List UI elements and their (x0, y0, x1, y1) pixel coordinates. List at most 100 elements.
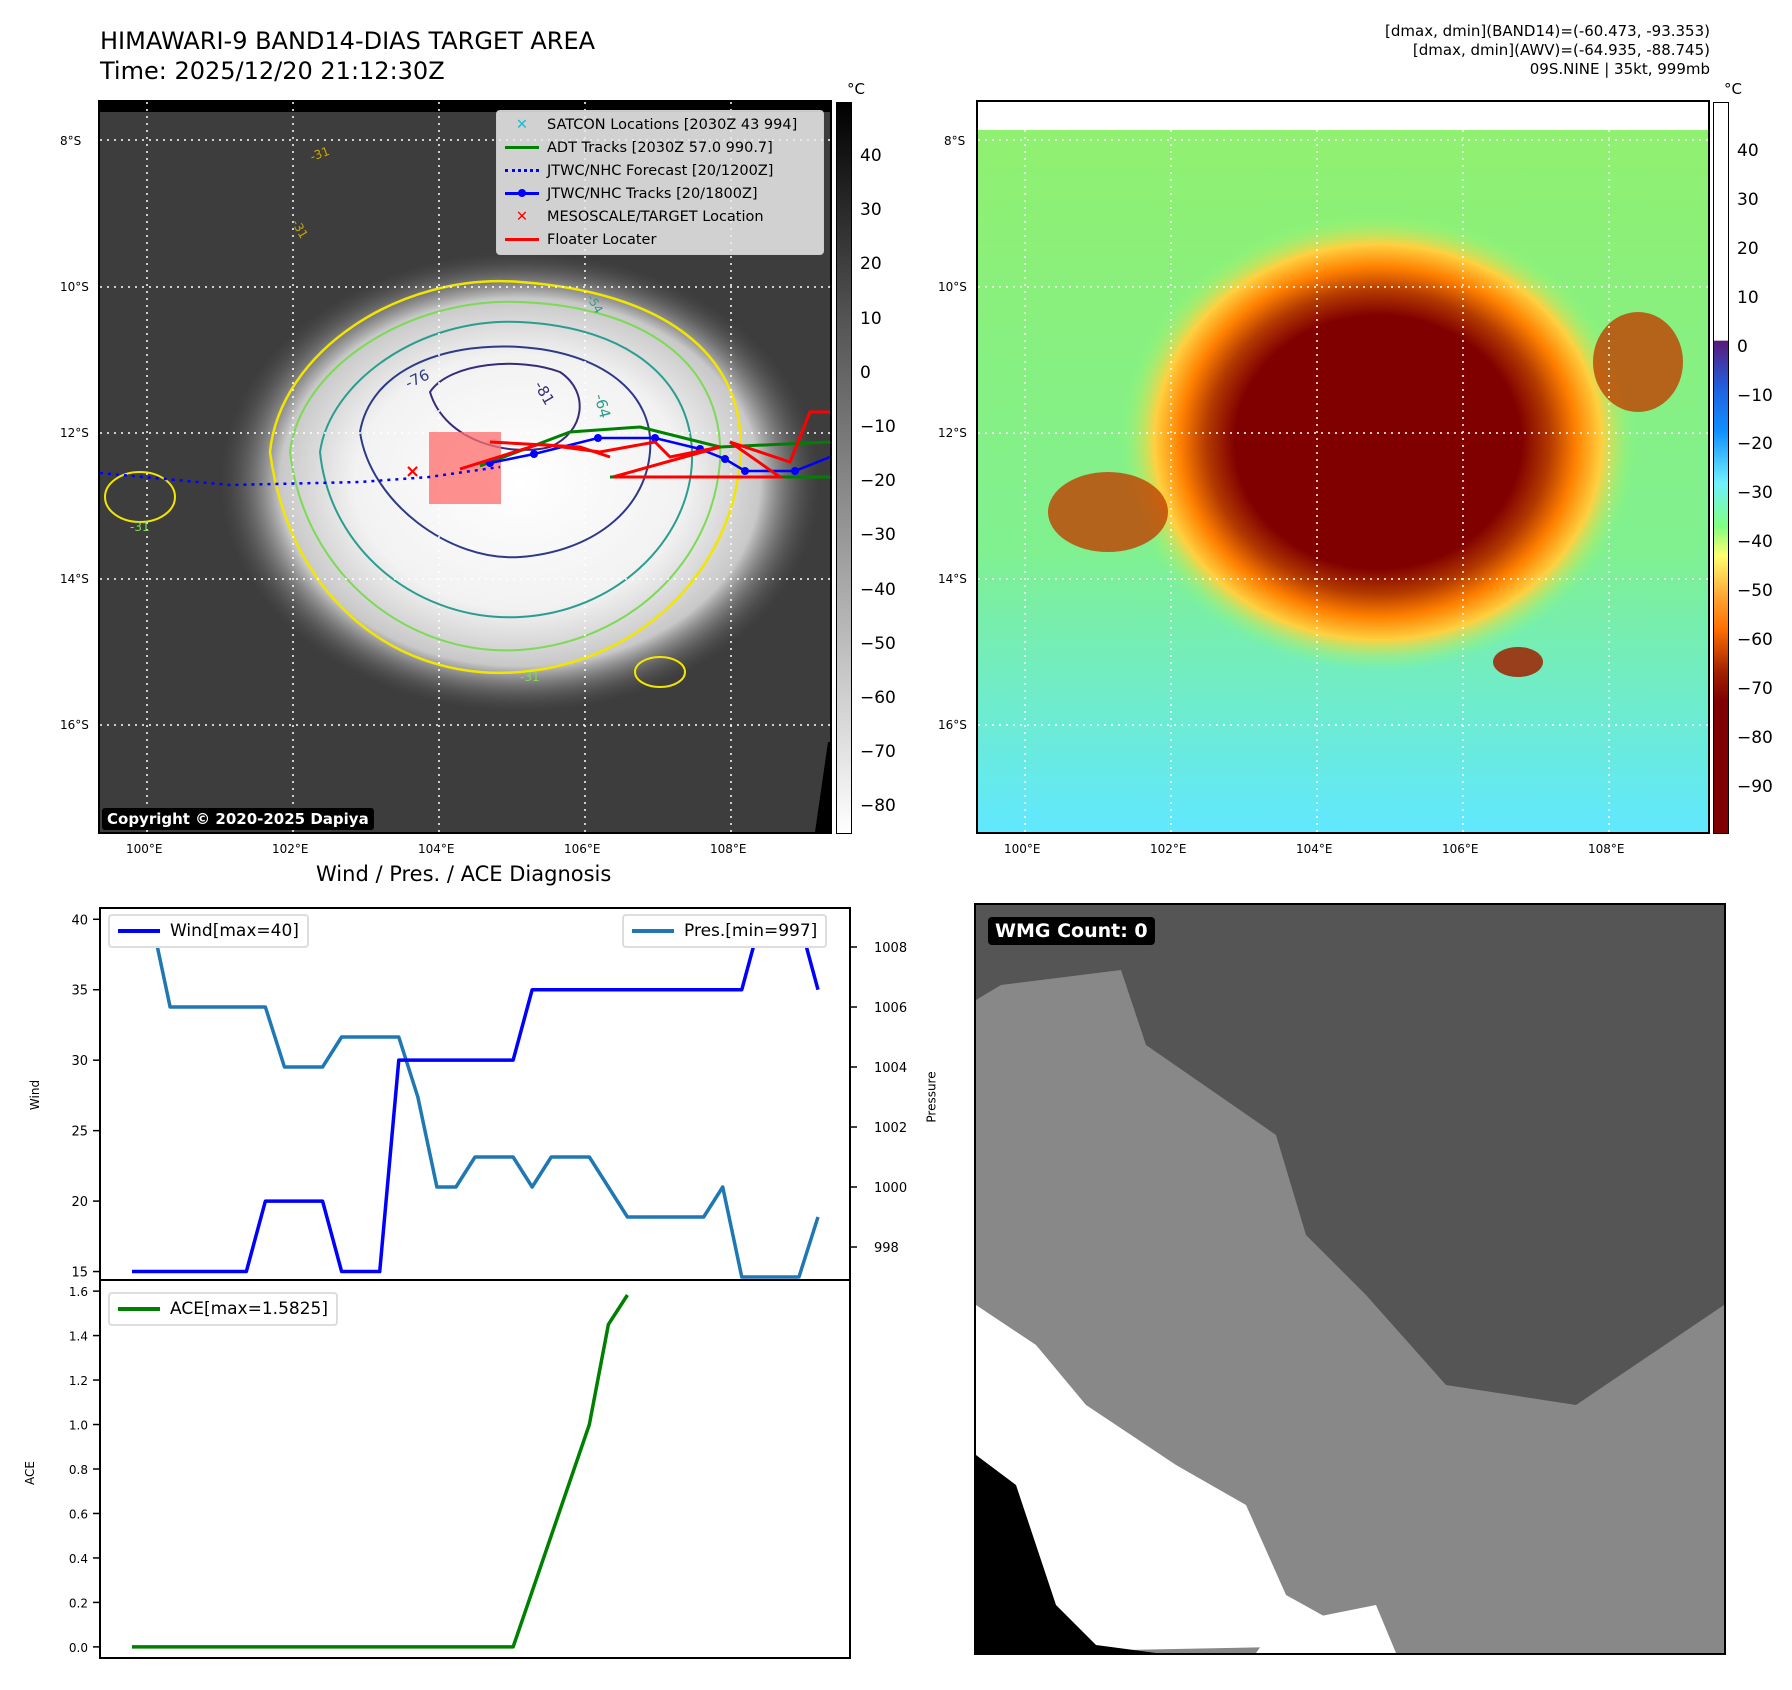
lat-tick: 12°S (60, 426, 89, 440)
contour-label: -31 (520, 670, 540, 684)
lat-tick: 14°S (938, 572, 967, 586)
legend-label: SATCON Locations [2030Z 43 994] (547, 116, 798, 133)
ace-tick-label: 1.2 (69, 1374, 88, 1388)
lat-tick: 10°S (938, 280, 967, 294)
lat-tick: 16°S (938, 718, 967, 732)
figure-time: Time: 2025/12/20 21:12:30Z (100, 57, 445, 85)
colorbar-tick: −80 (860, 796, 896, 817)
colorbar-tick: −50 (1737, 581, 1773, 602)
wind-tick-label: 40 (71, 913, 88, 928)
lon-tick: 102°E (272, 842, 309, 856)
jtwc-track-points (486, 434, 799, 475)
lat-tick: 10°S (60, 280, 89, 294)
colorbar-tick: −60 (860, 688, 896, 708)
wind-tick-label: 20 (71, 1195, 88, 1210)
no-data-corner (815, 742, 830, 832)
lon-tick: 100°E (126, 842, 163, 856)
contour-label: -31 (130, 520, 150, 534)
contour-teal (318, 320, 694, 619)
dotted-line-icon (497, 169, 547, 172)
awv-cloud-core (1118, 212, 1638, 672)
contour-west-cell (104, 471, 176, 523)
colorbar-tick: 0 (860, 362, 871, 383)
lon-tick: 108°E (1588, 842, 1625, 856)
info-storm: 09S.NINE | 35kt, 999mb (1529, 60, 1710, 78)
colorbar-tick: 40 (860, 146, 882, 166)
cloud-shield (220, 252, 820, 712)
wind-tick-label: 25 (71, 1125, 88, 1140)
ace-axes-frame (99, 1279, 851, 1659)
lat-tick: 14°S (60, 572, 89, 586)
mesoscale-target-marker: × (405, 461, 420, 482)
legend-jtwc-forecast: JTWC/NHC Forecast [20/1200Z] (497, 159, 823, 182)
ir-map-panel: × -31 -31 -31 -31 -54 -64 -76 -81 ✕ SATCO… (98, 100, 832, 834)
colorbar-tick: 40 (1737, 141, 1759, 161)
awv-west-band (1048, 472, 1168, 552)
pressure-tick-label: 1008 (874, 941, 907, 956)
colorbar-color-unit: °C (1724, 80, 1742, 98)
awv-map-svg (978, 102, 1708, 832)
colorbar-tick: −40 (1737, 532, 1773, 553)
colorbar-tick: −10 (860, 417, 896, 437)
colorbar-tick: −20 (1737, 434, 1773, 455)
red-line-icon (497, 238, 547, 241)
floater-locater-line-2 (489, 440, 611, 459)
lon-tick: 102°E (1150, 842, 1187, 856)
line-dot-icon (497, 189, 547, 197)
colorbar-tick: 10 (1737, 287, 1759, 308)
colorbar-tick: −20 (860, 471, 896, 492)
wind-tick-label: 15 (71, 1266, 88, 1281)
colorbar-tick: −70 (860, 742, 896, 763)
colorbar-tick: 0 (1737, 336, 1748, 357)
lon-tick: 106°E (1442, 842, 1479, 856)
awv-map-panel (976, 100, 1710, 834)
adt-line-icon (497, 146, 547, 149)
contour-green (288, 300, 722, 652)
contour-navy (358, 345, 652, 559)
colorbar-gray (836, 102, 852, 834)
pressure-tick-label: 1004 (874, 1061, 907, 1076)
contour-small-cell (634, 656, 686, 688)
ace-tick-label: 1.0 (69, 1419, 88, 1433)
colorbar-tick: −30 (1737, 483, 1773, 504)
lat-tick: 12°S (938, 426, 967, 440)
map-legend: ✕ SATCON Locations [2030Z 43 994] ADT Tra… (496, 110, 824, 255)
ace-tick-label: 0.8 (69, 1463, 88, 1477)
wind-axis-label: Wind (28, 1079, 43, 1111)
diagnosis-title: Wind / Pres. / ACE Diagnosis (316, 862, 612, 886)
diagnosis-chart: 15 20 25 30 35 40 998 1000 1002 1004 1006 1008 0.0 0.… (69, 907, 907, 1659)
lat-tick: 8°S (944, 134, 966, 148)
wmg-map-svg (976, 905, 1724, 1653)
wind-legend: Wind[max=40] (108, 914, 309, 948)
info-band14: [dmax, dmin](BAND14)=(-60.473, -93.353) (1385, 22, 1710, 40)
no-data-strip (100, 102, 830, 112)
legend-jtwc-tracks: JTWC/NHC Tracks [20/1800Z] (497, 182, 823, 205)
lon-tick: 104°E (1296, 842, 1333, 856)
wmg-class-black (976, 1455, 1156, 1653)
pressure-tick-label: 1006 (874, 1001, 907, 1016)
pressure-tick-label: 1002 (874, 1121, 907, 1136)
colorbar-gray-unit: °C (847, 80, 865, 98)
lon-tick: 100°E (1004, 842, 1041, 856)
legend-label: JTWC/NHC Forecast [20/1200Z] (547, 162, 774, 179)
legend-label: ADT Tracks [2030Z 57.0 990.7] (547, 139, 773, 156)
jtwc-forecast-line (100, 465, 501, 487)
ace-tick-label: 0.6 (69, 1507, 88, 1521)
figure-title: HIMAWARI-9 BAND14-DIAS TARGET AREA (100, 27, 596, 55)
satcon-x-icon: ✕ (515, 116, 529, 133)
legend-adt: ADT Tracks [2030Z 57.0 990.7] (497, 136, 823, 159)
lon-tick: 106°E (564, 842, 601, 856)
ace-legend-label: ACE[max=1.5825] (170, 1299, 328, 1319)
info-awv: [dmax, dmin](AWV)=(-64.935, -88.745) (1412, 41, 1710, 59)
pressure-tick-label: 998 (874, 1241, 899, 1256)
colorbar-tick: −50 (860, 633, 896, 654)
colorbar-tick: 10 (860, 308, 882, 329)
wind-tick-label: 30 (71, 1054, 88, 1069)
wind-series-line (132, 917, 820, 1274)
ace-legend: ACE[max=1.5825] (108, 1292, 338, 1326)
legend-label: MESOSCALE/TARGET Location (547, 208, 764, 225)
legend-floater: Floater Locater (497, 228, 823, 251)
ace-tick-label: 1.6 (69, 1285, 88, 1299)
colorbar-tick: 30 (860, 200, 882, 221)
pressure-axis-label: Pressure (924, 1071, 939, 1123)
